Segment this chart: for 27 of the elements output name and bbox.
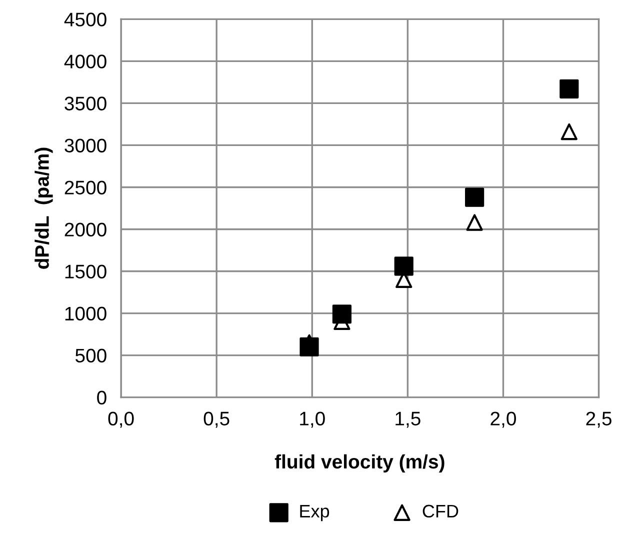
y-tick-label: 1000 [65, 306, 106, 321]
y-tick-label: 4000 [64, 54, 106, 68]
y-tick-label: 2500 [64, 180, 106, 194]
x-tick-label: 1,0 [300, 412, 325, 428]
y-tick-label: 500 [75, 348, 106, 363]
point [560, 79, 579, 98]
point [300, 337, 319, 356]
y-tick-label: 3000 [64, 138, 106, 152]
point [560, 123, 578, 140]
x-tick-label: 0,0 [108, 412, 134, 428]
y-tick-label: 1500 [65, 264, 106, 278]
y-axis-title: dP/dL (pa/m) [34, 148, 53, 269]
x-tick-label: 0,5 [204, 412, 230, 428]
point [466, 214, 483, 231]
x-axis-title: fluid velocity (m/s) [274, 454, 444, 472]
x-tick-label: 1,5 [396, 412, 420, 428]
y-tick-label: 3500 [64, 96, 106, 110]
x-tick-label: 2,0 [490, 412, 516, 428]
legend-label: CFD [422, 504, 458, 518]
x-tick-label: 2,5 [586, 412, 612, 428]
y-tick-label: 4500 [64, 12, 106, 26]
legend-label: Exp [300, 504, 330, 522]
point [332, 304, 352, 324]
point [394, 256, 414, 276]
y-tick-label: 0 [97, 390, 106, 405]
point [465, 188, 484, 207]
y-tick-label: 2000 [64, 222, 106, 236]
